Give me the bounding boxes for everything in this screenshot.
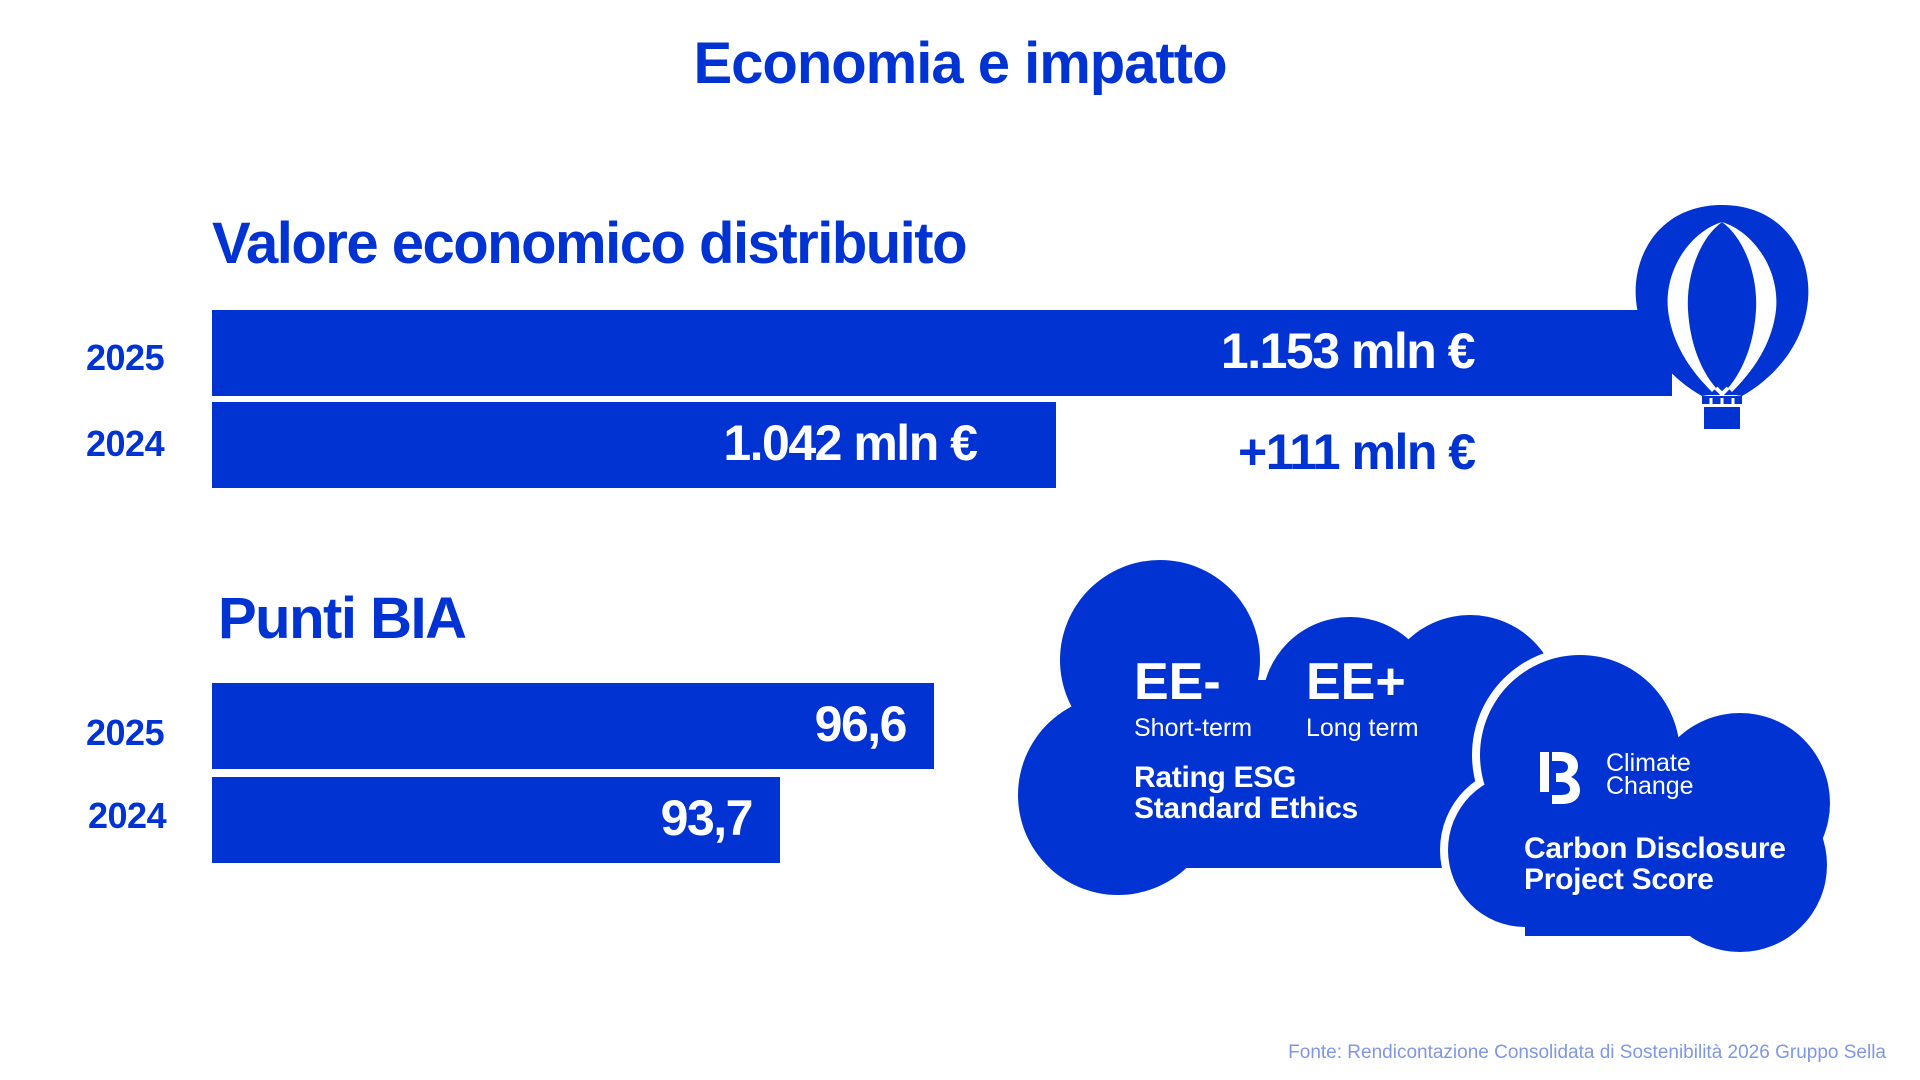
esg-rating-short: EE- <box>1134 653 1221 711</box>
bar-valore-2024 <box>212 402 1057 488</box>
esg-name-line2: Standard Ethics <box>1134 792 1358 825</box>
delta-annotation: +111 mln € <box>1238 424 1476 480</box>
cdp-logo-icon <box>1540 752 1580 804</box>
year-label-valore-2025: 2025 <box>86 337 165 378</box>
esg-long-term-label: Long term <box>1306 714 1419 742</box>
cdp-score-line2: Change <box>1606 772 1694 800</box>
section-title-bia: Punti BIA <box>218 586 467 651</box>
cdp-name-line2: Project Score <box>1524 863 1714 896</box>
year-label-bia-2025: 2025 <box>86 712 165 753</box>
year-label-valore-2024: 2024 <box>86 423 165 464</box>
cloud-shape-cdp <box>1440 647 1838 960</box>
bar-value-label-valore-2024: 1.042 mln € <box>723 415 978 471</box>
cdp-score-line1: Climate <box>1606 749 1691 777</box>
bar-bia-2025 <box>212 683 934 769</box>
page-title: Economia e impatto <box>693 31 1227 96</box>
cdp-name-line1: Carbon Disclosure <box>1524 832 1786 865</box>
section-title-valore: Valore economico distribuito <box>212 211 968 276</box>
esg-short-term-label: Short-term <box>1134 714 1253 742</box>
esg-rating-long: EE+ <box>1306 653 1406 711</box>
bar-value-label-valore-2025: 1.153 mln € <box>1220 323 1476 379</box>
bar-valore-2025 <box>212 310 1672 396</box>
bar-value-label-bia-2025: 96,6 <box>814 696 908 752</box>
bar-bia-2024 <box>212 777 780 863</box>
bar-value-label-bia-2024: 93,7 <box>660 790 754 846</box>
hot-air-balloon-icon <box>1635 205 1809 429</box>
source-note: Fonte: Rendicontazione Consolidata di So… <box>1288 1042 1886 1063</box>
esg-name-line1: Rating ESG <box>1134 761 1297 794</box>
year-label-bia-2024: 2024 <box>88 795 167 836</box>
